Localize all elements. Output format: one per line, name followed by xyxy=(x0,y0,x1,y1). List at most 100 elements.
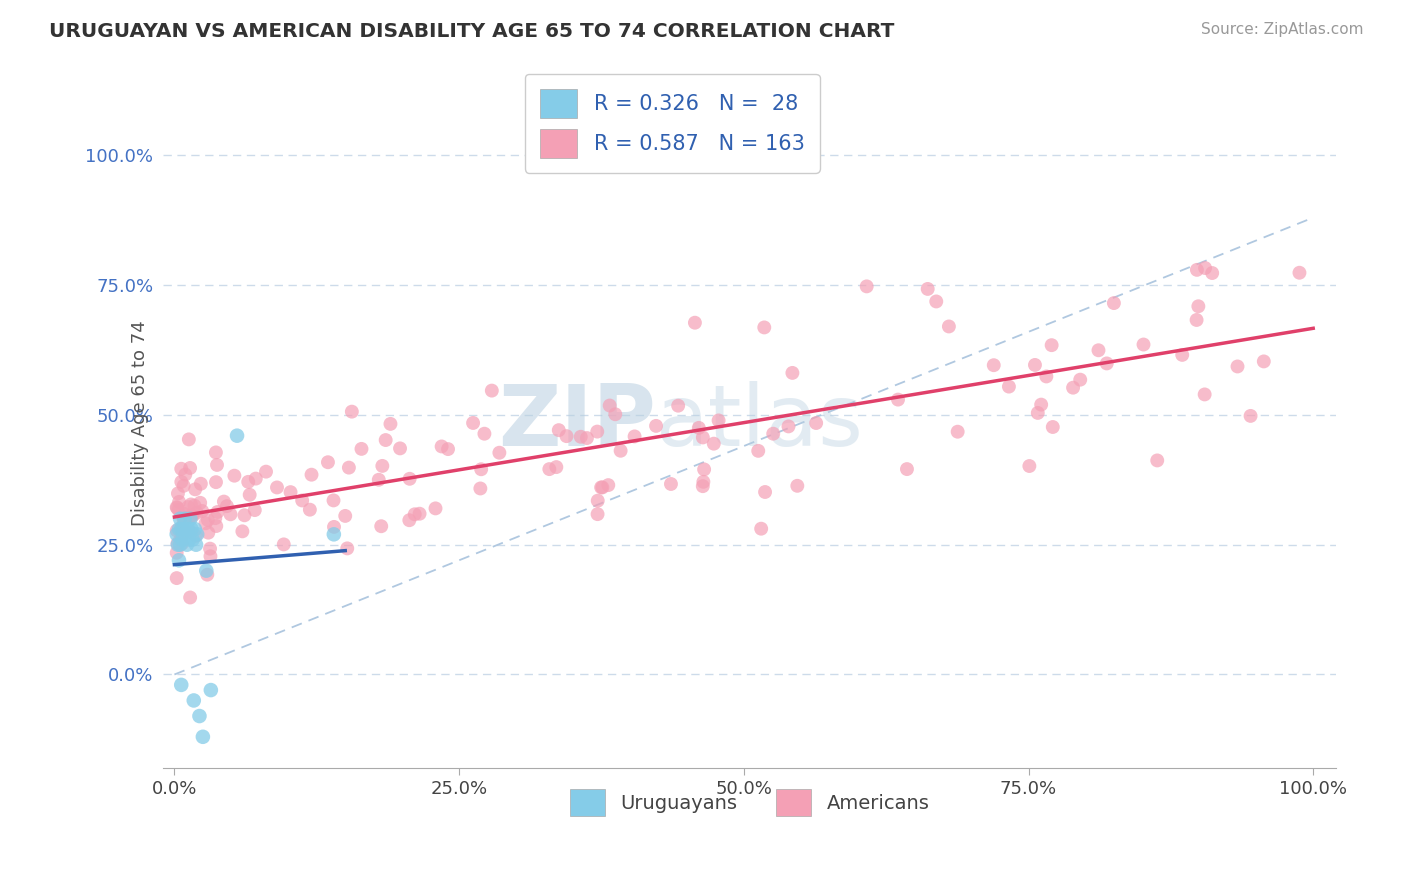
Point xyxy=(374,433,396,447)
Point xyxy=(692,479,714,493)
Point xyxy=(183,693,205,707)
Point xyxy=(683,316,706,330)
Point xyxy=(1042,420,1064,434)
Point xyxy=(538,462,561,476)
Point xyxy=(555,429,578,443)
Point xyxy=(470,462,492,476)
Point xyxy=(917,282,939,296)
Point xyxy=(180,498,202,512)
Point xyxy=(233,508,256,523)
Point xyxy=(176,538,198,552)
Point xyxy=(591,480,613,494)
Point xyxy=(1185,263,1208,277)
Point xyxy=(197,513,219,527)
Point xyxy=(177,522,200,536)
Point xyxy=(205,458,228,472)
Point xyxy=(204,511,226,525)
Point xyxy=(166,571,188,585)
Point xyxy=(586,493,609,508)
Point xyxy=(184,483,207,497)
Legend: Uruguayans, Americans: Uruguayans, Americans xyxy=(562,780,938,824)
Point xyxy=(273,537,295,551)
Point xyxy=(692,430,714,444)
Point xyxy=(170,462,193,476)
Point xyxy=(207,505,229,519)
Point xyxy=(238,475,260,489)
Point xyxy=(1187,299,1209,313)
Point xyxy=(1253,354,1275,368)
Point xyxy=(1087,343,1109,358)
Point xyxy=(195,567,218,582)
Point xyxy=(166,536,188,550)
Point xyxy=(481,384,503,398)
Point xyxy=(173,522,195,536)
Point xyxy=(1024,358,1046,372)
Point xyxy=(371,458,394,473)
Point xyxy=(224,468,246,483)
Point xyxy=(280,485,302,500)
Point xyxy=(172,520,194,534)
Point xyxy=(1146,453,1168,467)
Point xyxy=(598,478,620,492)
Point xyxy=(855,279,877,293)
Point xyxy=(461,416,484,430)
Point xyxy=(170,678,193,692)
Point xyxy=(167,486,190,500)
Point xyxy=(200,683,222,698)
Point xyxy=(599,399,621,413)
Point xyxy=(1026,406,1049,420)
Point xyxy=(188,496,211,510)
Point xyxy=(226,428,249,442)
Point xyxy=(245,472,267,486)
Point xyxy=(212,494,235,508)
Point xyxy=(172,533,194,547)
Point xyxy=(546,460,568,475)
Point xyxy=(337,460,360,475)
Point xyxy=(335,508,357,523)
Point xyxy=(194,516,217,531)
Point xyxy=(205,475,228,490)
Point xyxy=(688,421,710,435)
Point xyxy=(205,519,228,533)
Point xyxy=(198,541,221,556)
Point xyxy=(322,493,344,508)
Point xyxy=(180,508,202,523)
Point xyxy=(786,479,808,493)
Point xyxy=(1226,359,1249,374)
Point xyxy=(575,431,598,445)
Point xyxy=(1035,369,1057,384)
Text: ZIP: ZIP xyxy=(498,381,655,464)
Point xyxy=(167,503,190,517)
Point xyxy=(169,538,191,552)
Point xyxy=(1018,458,1040,473)
Point xyxy=(1040,338,1063,352)
Point xyxy=(1201,266,1223,280)
Point xyxy=(404,508,426,522)
Point xyxy=(166,538,188,552)
Point xyxy=(983,358,1005,372)
Point xyxy=(1194,260,1216,275)
Point xyxy=(205,445,228,459)
Point xyxy=(350,442,373,456)
Point xyxy=(316,455,339,469)
Point xyxy=(191,504,214,518)
Point xyxy=(243,503,266,517)
Point xyxy=(200,549,222,564)
Point xyxy=(1288,266,1310,280)
Point xyxy=(474,426,496,441)
Point xyxy=(693,462,716,476)
Point xyxy=(180,522,202,536)
Point xyxy=(367,473,389,487)
Point xyxy=(470,482,492,496)
Point xyxy=(186,506,208,520)
Point xyxy=(569,430,592,444)
Point xyxy=(167,553,190,567)
Point xyxy=(782,366,804,380)
Y-axis label: Disability Age 65 to 74: Disability Age 65 to 74 xyxy=(131,320,149,525)
Point xyxy=(804,416,827,430)
Point xyxy=(380,417,402,431)
Point xyxy=(1031,398,1053,412)
Point xyxy=(181,533,204,547)
Point xyxy=(623,429,645,443)
Point xyxy=(749,522,772,536)
